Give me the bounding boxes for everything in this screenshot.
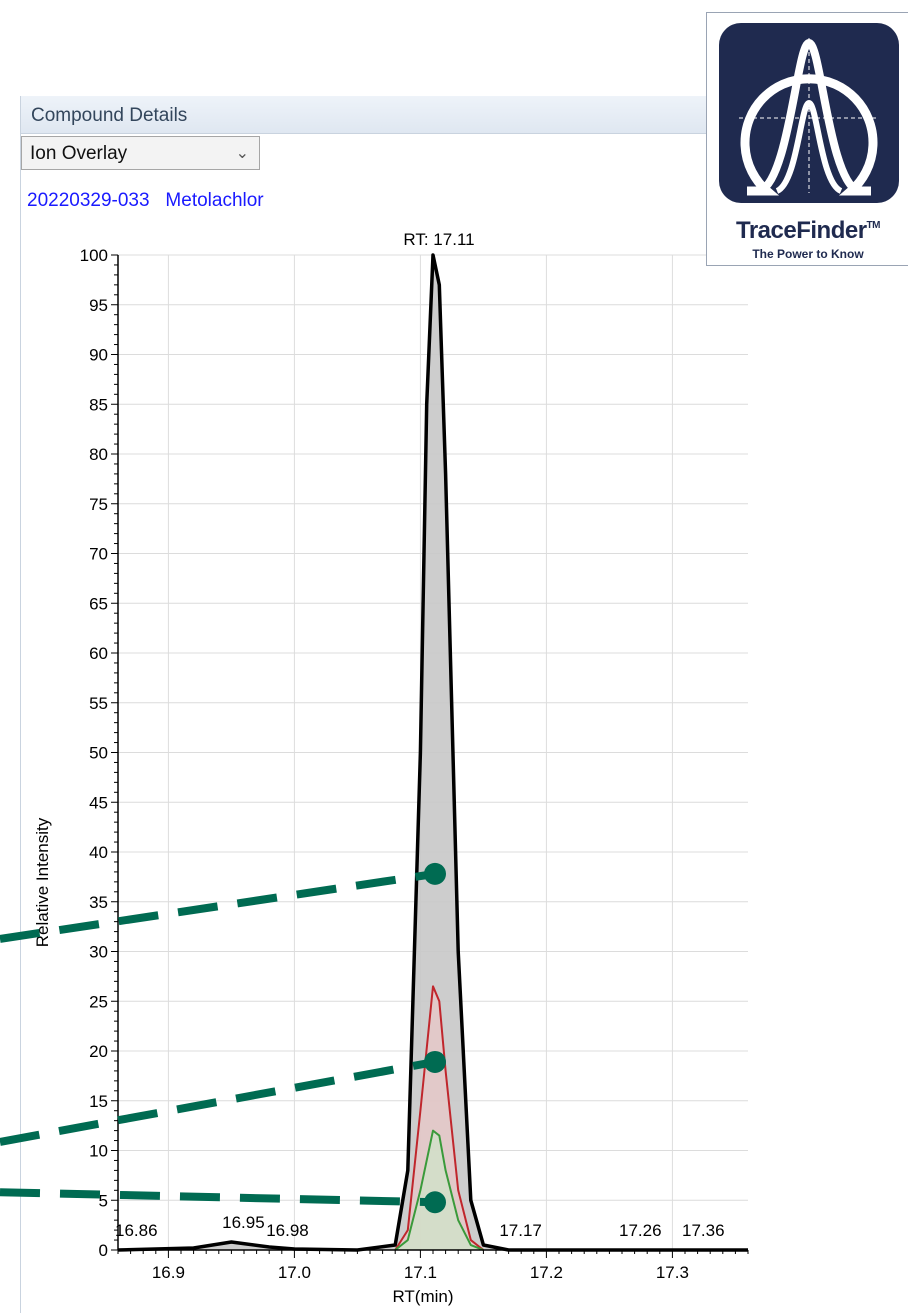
logo-trademark: TM [866, 220, 881, 231]
callout-dot [424, 1191, 446, 1214]
compound-name: Metolachlor [165, 190, 264, 211]
y-tick-label: 90 [89, 346, 108, 365]
peak-label: 17.17 [499, 1221, 542, 1240]
select-value: Ion Overlay [30, 143, 128, 164]
x-tick-label: 16.9 [152, 1263, 185, 1282]
callout-dot [424, 862, 446, 885]
y-tick-label: 10 [89, 1142, 108, 1161]
y-tick-label: 0 [99, 1241, 108, 1260]
panel-title-bar: Compound Details [21, 96, 711, 134]
y-tick-label: 80 [89, 445, 108, 464]
y-tick-label: 45 [89, 793, 108, 812]
y-tick-label: 30 [89, 943, 108, 962]
series-line-2 [394, 1129, 484, 1251]
series-area-0 [118, 255, 748, 1250]
x-tick-label: 17.2 [530, 1263, 563, 1282]
chart-title-rt: RT: 17.11 [403, 230, 474, 249]
callout-line [0, 1058, 436, 1146]
peak-label: 16.98 [266, 1221, 309, 1240]
logo-wordmark: TraceFinderTM [707, 217, 908, 245]
y-axis-title: Relative Intensity [33, 817, 52, 947]
callout-line [0, 869, 436, 943]
x-tick-label: 17.1 [404, 1263, 437, 1282]
y-tick-label: 75 [89, 495, 108, 514]
y-tick-label: 5 [99, 1191, 108, 1210]
sample-id: 20220329-033 [27, 190, 150, 211]
x-tick-label: 17.0 [278, 1263, 311, 1282]
panel-title: Compound Details [31, 105, 188, 126]
logo-tagline: The Power to Know [752, 247, 864, 261]
series-area-2 [395, 1130, 484, 1250]
y-tick-label: 35 [89, 893, 108, 912]
peak-label: 17.26 [619, 1221, 662, 1240]
y-tick-label: 85 [89, 395, 108, 414]
logo-name-text: TraceFinder [735, 217, 867, 244]
y-tick-label: 50 [89, 744, 108, 763]
y-tick-label: 15 [89, 1092, 108, 1111]
series-area-1 [395, 986, 484, 1250]
callout-line [0, 1188, 436, 1207]
y-tick-label: 100 [80, 246, 108, 265]
y-tick-label: 60 [89, 644, 108, 663]
y-tick-label: 55 [89, 694, 108, 713]
x-axis-title: RT(min) [392, 1287, 453, 1306]
peak-label: 17.36 [682, 1221, 725, 1240]
tracefinder-peak-logo-icon [719, 23, 899, 203]
y-tick-label: 65 [89, 594, 108, 613]
y-tick-label: 70 [89, 545, 108, 564]
callout-dot [424, 1050, 446, 1073]
tracefinder-logo: TraceFinderTM The Power to Know [706, 12, 908, 266]
peak-label: 16.86 [115, 1221, 158, 1240]
ion-overlay-select[interactable]: Ion Overlay ⌄ [21, 136, 260, 170]
y-tick-label: 40 [89, 843, 108, 862]
x-tick-label: 17.3 [656, 1263, 689, 1282]
series-line-1 [394, 985, 485, 1251]
compound-details-panel: Compound Details Ion Overlay ⌄ 20220329-… [20, 96, 731, 1313]
y-tick-label: 25 [89, 992, 108, 1011]
y-tick-label: 95 [89, 296, 108, 315]
chevron-down-icon: ⌄ [235, 145, 249, 162]
sample-header: 20220329-033 Metolachlor [27, 190, 264, 212]
peak-label: 16.95 [222, 1213, 265, 1232]
y-tick-label: 20 [89, 1042, 108, 1061]
series-line-0 [117, 253, 748, 1252]
